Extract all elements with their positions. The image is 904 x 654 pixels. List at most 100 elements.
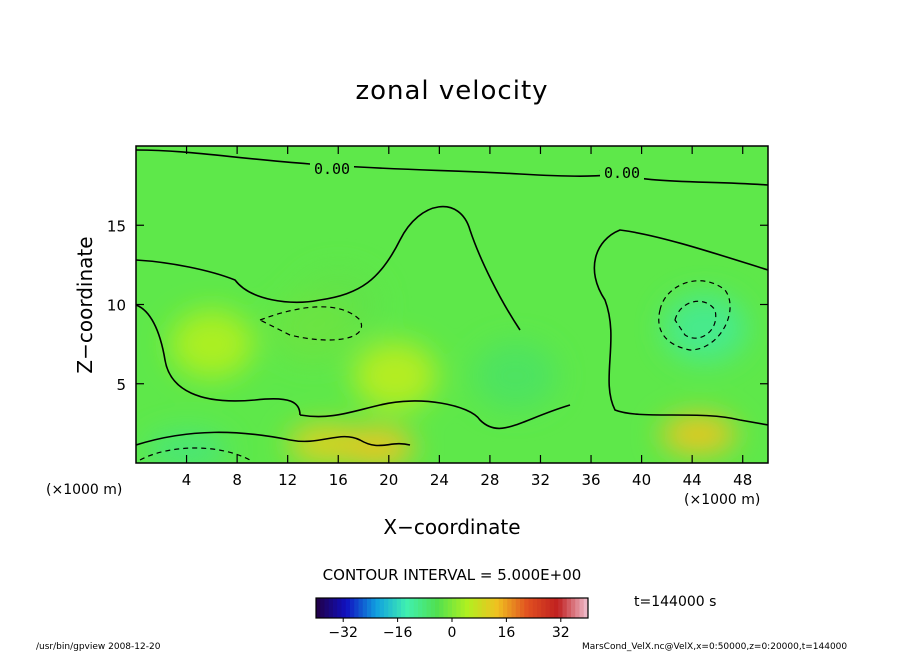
time-label: t=144000 s	[634, 594, 717, 610]
field-feature-5	[662, 294, 747, 363]
colorbar-cell-14	[375, 598, 381, 618]
contour-line-5	[136, 431, 411, 447]
colorbar-cell-48	[520, 598, 525, 618]
colorbar-cell-45	[507, 598, 512, 618]
colorbar-cell-49	[524, 598, 529, 618]
colorbar-cell-28	[435, 598, 440, 618]
colorbar-cell-20	[401, 598, 406, 618]
contour-label-0: 0.00	[314, 160, 350, 178]
x-tick-label-8: 8	[232, 471, 242, 489]
footer-data-source: MarsCond_VelX.nc@VelX,x=0:50000,z=0:2000…	[582, 642, 848, 652]
field-feature-9	[270, 294, 355, 363]
colorbar-tick-label-2: 0	[448, 625, 457, 641]
plot-background	[136, 146, 768, 463]
field-feature-4	[660, 414, 737, 455]
colorbar-cell-34	[460, 598, 466, 618]
colorbar-cell-60	[571, 598, 576, 618]
colorbar-cell-35	[464, 598, 470, 618]
x-tick-label-24: 24	[430, 471, 449, 489]
colorbar-cell-13	[371, 598, 376, 618]
dashed-contour-1	[674, 300, 717, 339]
colorbar-cell-17	[388, 598, 393, 618]
colorbar-tick-label-4: 32	[552, 625, 570, 641]
contour-label-bg-1	[600, 166, 644, 182]
x-tick-label-32: 32	[531, 471, 550, 489]
colorbar-tick-label-0: −32	[328, 625, 358, 641]
colorbar-cell-40	[486, 598, 491, 618]
colorbar-cell-12	[367, 598, 372, 618]
colorbar-cell-2	[324, 598, 330, 618]
colorbar-cell-61	[575, 598, 580, 618]
x-tick-label-44: 44	[683, 471, 702, 489]
x-tick-label-4: 4	[182, 471, 192, 489]
colorbar-cell-9	[354, 598, 359, 618]
colorbar-cell-30	[443, 598, 449, 618]
colorbar-cell-38	[477, 598, 483, 618]
colorbar-cell-26	[426, 598, 432, 618]
colorbar-tick-label-1: −16	[383, 625, 413, 641]
x-unit-label-right: (×1000 m)	[684, 492, 761, 508]
colorbar-cell-42	[494, 598, 500, 618]
chart-title: zonal velocity	[355, 76, 549, 106]
contour-line-3	[299, 400, 571, 430]
dashed-contour-3	[139, 447, 251, 461]
colorbar-cell-4	[333, 598, 338, 618]
contour-interval-label: CONTOUR INTERVAL = 5.000E+00	[322, 566, 582, 584]
colorbar-cell-3	[328, 598, 334, 618]
contour-label-1: 0.00	[604, 164, 640, 182]
colorbar-cell-37	[473, 598, 478, 618]
y-tick-label-10: 10	[107, 297, 126, 315]
x-tick-label-40: 40	[632, 471, 651, 489]
dashed-contour-2	[258, 306, 363, 341]
colorbar-cell-33	[456, 598, 461, 618]
x-axis-label: X−coordinate	[383, 515, 521, 539]
colorbar-cell-10	[358, 598, 364, 618]
colorbar-cell-51	[532, 598, 538, 618]
colorbar-cell-47	[515, 598, 521, 618]
colorbar-cell-21	[405, 598, 410, 618]
colorbar-cell-7	[345, 598, 351, 618]
colorbar-cell-50	[528, 598, 534, 618]
dashed-contour-0	[658, 280, 731, 351]
colorbar-cell-29	[439, 598, 444, 618]
x-tick-label-28: 28	[480, 471, 499, 489]
colorbar-cell-59	[566, 598, 572, 618]
colorbar-cell-18	[392, 598, 398, 618]
colorbar-cell-24	[418, 598, 423, 618]
contour-line-0	[136, 149, 641, 177]
field-feature-7	[144, 430, 229, 463]
colorbar-cell-52	[537, 598, 542, 618]
field-feature-3	[338, 427, 415, 463]
x-tick-label-48: 48	[733, 471, 752, 489]
colorbar-cell-55	[549, 598, 555, 618]
plot-fill	[136, 146, 768, 463]
colorbar-cell-41	[490, 598, 495, 618]
colorbar-cell-6	[341, 598, 347, 618]
colorbar-cell-11	[362, 598, 368, 618]
x-tick-label-36: 36	[581, 471, 600, 489]
x-tick-label-16: 16	[329, 471, 348, 489]
contour-lines	[136, 149, 768, 461]
contour-line-2	[136, 304, 301, 416]
colorbar-cell-58	[562, 598, 568, 618]
contour-line-1	[136, 205, 521, 331]
colorbar-cell-32	[452, 598, 457, 618]
colorbar-cell-62	[579, 598, 585, 618]
footer-program-date: /usr/bin/gpview 2008-12-20	[36, 642, 161, 652]
colorbar-cell-0	[316, 598, 321, 618]
colorbar-cell-54	[545, 598, 551, 618]
y-tick-label-5: 5	[116, 376, 126, 394]
contour-label-bg-0	[310, 162, 354, 178]
x-unit-label-left: (×1000 m)	[46, 482, 123, 498]
contour-label-group: 0.00 0.00	[310, 160, 644, 182]
colorbar-cell-5	[337, 598, 342, 618]
field-feature-6	[473, 341, 558, 410]
colorbar-cell-63	[583, 598, 589, 618]
colorbar-cell-53	[541, 598, 546, 618]
colorbar-cell-22	[409, 598, 415, 618]
colorbar-cell-15	[379, 598, 385, 618]
x-tick-label-12: 12	[278, 471, 297, 489]
colorbar-cell-46	[511, 598, 517, 618]
field-feature-1	[353, 341, 438, 410]
